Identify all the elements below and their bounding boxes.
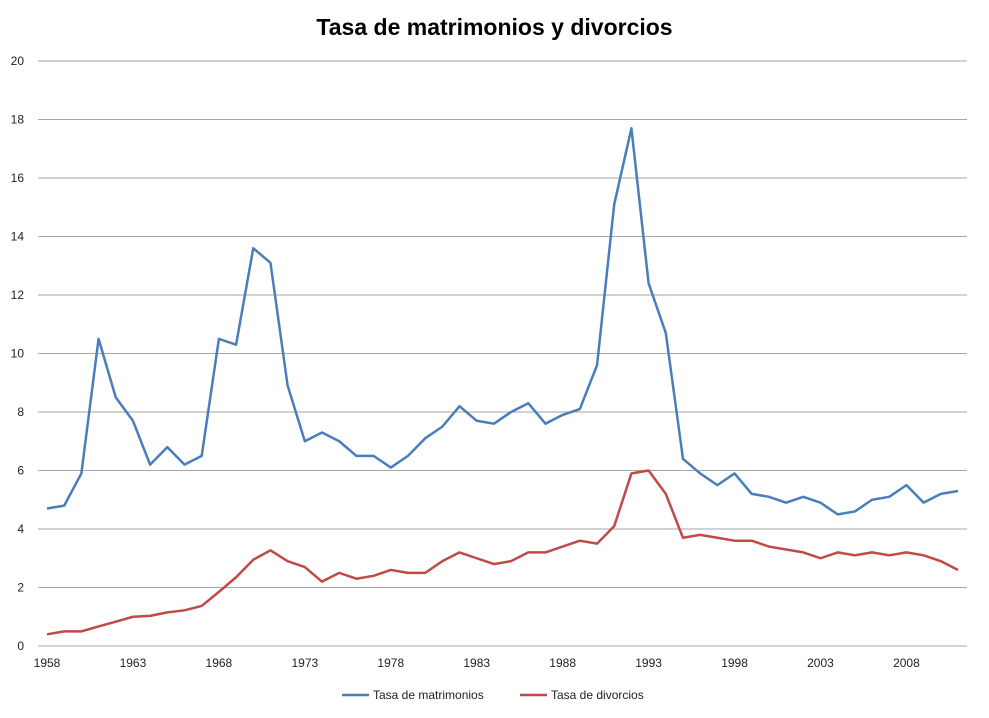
x-tick-label: 1963: [120, 656, 147, 670]
y-tick-label: 0: [17, 639, 24, 653]
x-tick-label: 1968: [206, 656, 233, 670]
y-tick-label: 12: [11, 288, 25, 302]
x-tick-label: 1988: [549, 656, 576, 670]
chart-title: Tasa de matrimonios y divorcios: [316, 14, 673, 40]
y-tick-label: 2: [17, 581, 24, 595]
y-tick-label: 14: [11, 230, 25, 244]
x-tick-label: 1993: [635, 656, 662, 670]
y-tick-label: 4: [17, 522, 24, 536]
series-line-divorcios: [46, 469, 959, 636]
y-tick-label: 6: [17, 464, 24, 478]
x-tick-label: 1973: [291, 656, 318, 670]
legend-label: Tasa de matrimonios: [373, 688, 484, 702]
legend-label: Tasa de divorcios: [551, 688, 644, 702]
x-tick-label: 1983: [463, 656, 490, 670]
y-tick-label: 18: [11, 113, 25, 127]
x-tick-label: 2003: [807, 656, 834, 670]
x-tick-label: 1998: [721, 656, 748, 670]
series-line-matrimonios: [46, 127, 959, 516]
y-tick-label: 16: [11, 171, 25, 185]
x-tick-label: 2008: [893, 656, 920, 670]
y-tick-label: 20: [11, 54, 25, 68]
y-tick-label: 10: [11, 347, 25, 361]
x-tick-label: 1958: [34, 656, 61, 670]
x-tick-label: 1978: [377, 656, 404, 670]
y-tick-label: 8: [17, 405, 24, 419]
